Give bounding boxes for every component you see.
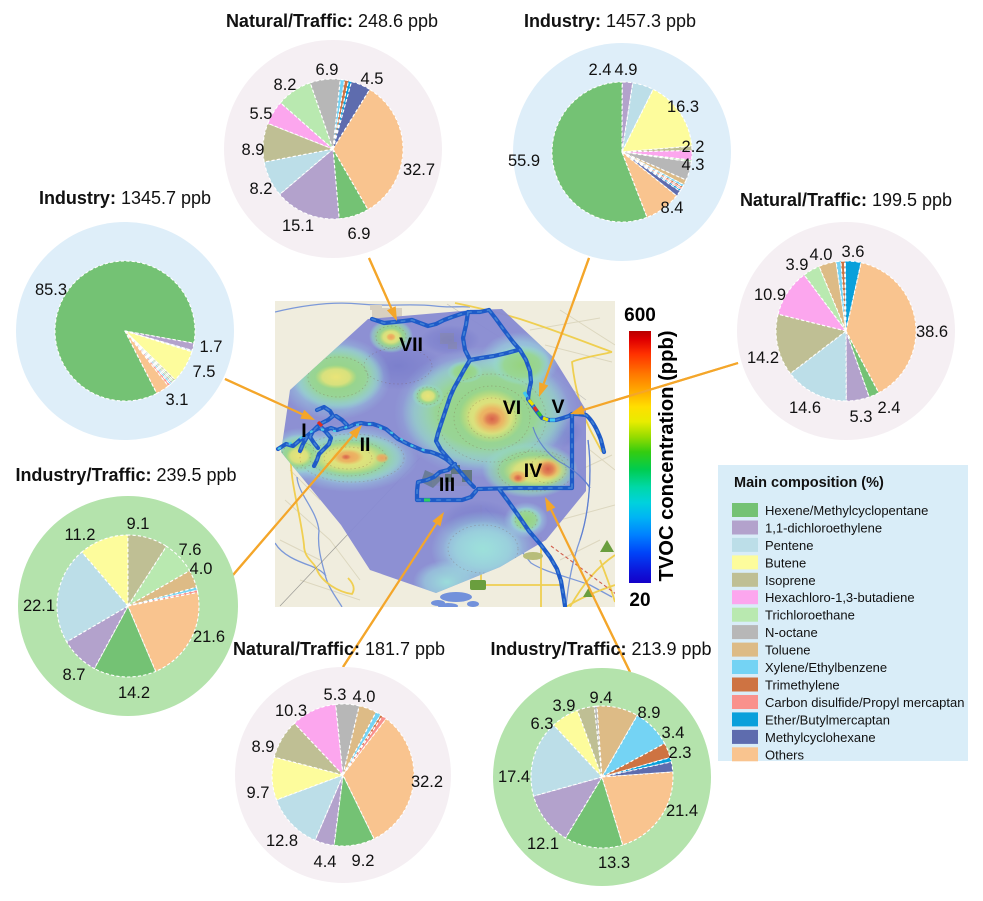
svg-text:85.3: 85.3	[35, 281, 67, 299]
svg-text:9.1: 9.1	[127, 515, 150, 533]
svg-text:13.3: 13.3	[598, 854, 630, 872]
svg-text:1.7: 1.7	[200, 338, 223, 356]
svg-text:12.8: 12.8	[266, 832, 298, 850]
svg-text:10.9: 10.9	[754, 286, 786, 304]
svg-text:N-octane: N-octane	[765, 625, 818, 640]
svg-text:8.4: 8.4	[661, 199, 684, 217]
svg-text:4.0: 4.0	[190, 560, 213, 578]
svg-text:7.5: 7.5	[193, 363, 216, 381]
svg-text:4.4: 4.4	[314, 853, 337, 871]
svg-text:I: I	[301, 420, 306, 442]
svg-text:Trichloroethane: Trichloroethane	[765, 608, 855, 623]
svg-text:6.9: 6.9	[316, 61, 339, 79]
svg-text:Butene: Butene	[765, 555, 806, 570]
svg-text:Hexachloro-1,3-butadiene: Hexachloro-1,3-butadiene	[765, 590, 915, 605]
svg-text:Methylcyclohexane: Methylcyclohexane	[765, 730, 876, 745]
svg-text:22.1: 22.1	[23, 597, 55, 615]
svg-text:4.0: 4.0	[353, 688, 376, 706]
svg-text:VII: VII	[399, 334, 423, 356]
svg-text:6.3: 6.3	[531, 715, 554, 733]
svg-text:2.2: 2.2	[682, 138, 705, 156]
svg-text:8.9: 8.9	[638, 704, 661, 722]
svg-text:5.5: 5.5	[250, 105, 273, 123]
svg-text:8.7: 8.7	[63, 666, 86, 684]
svg-text:Industry: 1345.7 ppb: Industry: 1345.7 ppb	[39, 188, 211, 208]
svg-text:2.3: 2.3	[669, 744, 692, 762]
svg-text:38.6: 38.6	[916, 323, 948, 341]
svg-text:Isoprene: Isoprene	[765, 573, 816, 588]
svg-text:3.4: 3.4	[662, 724, 685, 742]
svg-text:2.4: 2.4	[878, 399, 901, 417]
svg-text:14.2: 14.2	[747, 349, 779, 367]
svg-text:Main composition (%): Main composition (%)	[734, 475, 884, 491]
svg-text:14.6: 14.6	[789, 399, 821, 417]
svg-text:10.3: 10.3	[275, 702, 307, 720]
svg-text:21.6: 21.6	[193, 628, 225, 646]
svg-text:8.9: 8.9	[252, 738, 275, 756]
svg-text:Pentene: Pentene	[765, 538, 813, 553]
svg-text:3.9: 3.9	[553, 697, 576, 715]
svg-text:1,1-dichloroethylene: 1,1-dichloroethylene	[765, 521, 882, 536]
svg-text:V: V	[551, 396, 564, 418]
svg-text:3.1: 3.1	[166, 391, 189, 409]
svg-text:7.6: 7.6	[179, 541, 202, 559]
svg-text:6.9: 6.9	[348, 225, 371, 243]
svg-text:3.9: 3.9	[786, 256, 809, 274]
svg-text:3.6: 3.6	[842, 243, 865, 261]
svg-text:8.2: 8.2	[274, 76, 297, 94]
svg-text:Xylene/Ethylbenzene: Xylene/Ethylbenzene	[765, 660, 887, 675]
svg-text:II: II	[360, 434, 371, 456]
svg-text:600: 600	[624, 305, 656, 326]
svg-text:4.0: 4.0	[810, 246, 833, 264]
svg-text:Industry: 1457.3 ppb: Industry: 1457.3 ppb	[524, 11, 696, 31]
svg-text:Ether/Butylmercaptan: Ether/Butylmercaptan	[765, 712, 890, 727]
svg-text:Others: Others	[765, 747, 805, 762]
svg-text:III: III	[439, 474, 455, 496]
svg-text:Natural/Traffic: 248.6 ppb: Natural/Traffic: 248.6 ppb	[226, 11, 438, 31]
svg-text:Trimethylene: Trimethylene	[765, 678, 840, 693]
svg-text:15.1: 15.1	[282, 217, 314, 235]
svg-text:5.3: 5.3	[850, 408, 873, 426]
svg-text:9.7: 9.7	[247, 784, 270, 802]
svg-text:IV: IV	[524, 460, 542, 482]
svg-text:14.2: 14.2	[118, 684, 150, 702]
svg-text:32.7: 32.7	[403, 161, 435, 179]
svg-text:9.4: 9.4	[590, 689, 613, 707]
svg-text:VI: VI	[503, 397, 521, 419]
svg-text:Natural/Traffic: 199.5 ppb: Natural/Traffic: 199.5 ppb	[740, 190, 952, 210]
svg-text:17.4: 17.4	[498, 768, 530, 786]
svg-text:2.4: 2.4	[589, 61, 612, 79]
svg-text:8.9: 8.9	[242, 141, 265, 159]
svg-text:Toluene: Toluene	[765, 643, 811, 658]
svg-text:Carbon disulfide/Propyl mercap: Carbon disulfide/Propyl mercaptan	[765, 695, 964, 710]
svg-text:9.2: 9.2	[352, 852, 375, 870]
svg-text:32.2: 32.2	[411, 773, 443, 791]
svg-text:5.3: 5.3	[324, 686, 347, 704]
svg-text:4.9: 4.9	[615, 61, 638, 79]
svg-text:Industry/Traffic: 213.9 ppb: Industry/Traffic: 213.9 ppb	[490, 639, 711, 659]
svg-text:4.3: 4.3	[682, 156, 705, 174]
svg-text:4.5: 4.5	[361, 70, 384, 88]
svg-text:Industry/Traffic: 239.5 ppb: Industry/Traffic: 239.5 ppb	[15, 465, 236, 485]
svg-text:16.3: 16.3	[667, 98, 699, 116]
svg-text:12.1: 12.1	[527, 835, 559, 853]
svg-text:20: 20	[629, 590, 650, 611]
svg-text:Natural/Traffic: 181.7 ppb: Natural/Traffic: 181.7 ppb	[233, 639, 445, 659]
svg-text:55.9: 55.9	[508, 152, 540, 170]
svg-text:8.2: 8.2	[250, 180, 273, 198]
svg-text:TVOC concentration (ppb): TVOC concentration (ppb)	[655, 331, 678, 582]
svg-text:21.4: 21.4	[666, 802, 698, 820]
svg-text:11.2: 11.2	[65, 526, 96, 544]
svg-text:Hexene/Methylcyclopentane: Hexene/Methylcyclopentane	[765, 503, 928, 518]
